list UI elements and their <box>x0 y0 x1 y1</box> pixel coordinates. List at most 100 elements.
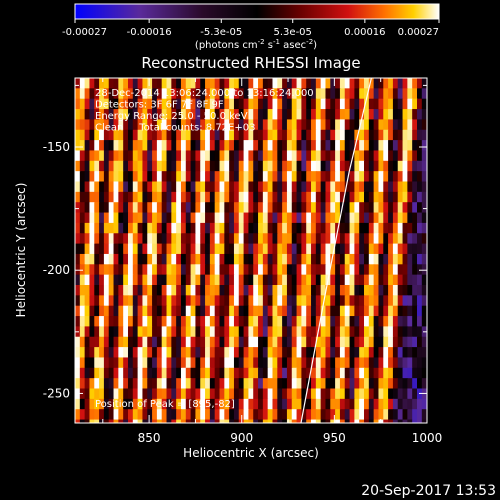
heatmap-cell <box>195 274 201 286</box>
heatmap-cell <box>258 367 264 379</box>
heatmap-cell <box>75 378 81 390</box>
heatmap-cell <box>311 253 317 265</box>
heatmap-cell <box>311 140 317 152</box>
heatmap-cell <box>137 233 144 245</box>
heatmap-cell <box>306 326 312 338</box>
heatmap-cell <box>229 398 235 410</box>
heatmap-cell <box>205 409 211 421</box>
heatmap-cell <box>373 409 380 421</box>
heatmap-cell <box>392 326 399 338</box>
heatmap-cell <box>190 274 197 286</box>
heatmap-cell <box>412 212 418 224</box>
heatmap-cell <box>224 419 230 423</box>
heatmap-cell <box>291 202 298 214</box>
heatmap-cell <box>335 171 341 183</box>
heatmap-cell <box>118 160 124 172</box>
heatmap-cell <box>272 326 278 338</box>
heatmap-cell <box>368 243 375 255</box>
heatmap-cell <box>233 398 240 410</box>
heatmap-cell <box>335 129 341 141</box>
heatmap-cell <box>142 150 148 162</box>
heatmap-cell <box>291 98 298 110</box>
heatmap-cell <box>277 222 283 234</box>
heatmap-cell <box>180 191 187 203</box>
heatmap-cell <box>368 253 375 265</box>
heatmap-cell <box>417 78 423 89</box>
heatmap-cell <box>412 378 418 390</box>
heatmap-cell <box>195 129 201 141</box>
heatmap-cell <box>344 98 351 110</box>
heatmap-cell <box>368 150 375 162</box>
heatmap-cell <box>214 305 221 317</box>
heatmap-cell <box>142 388 148 400</box>
heatmap-cell <box>325 98 331 110</box>
heatmap-cell <box>286 326 293 338</box>
heatmap-cell <box>190 88 197 100</box>
heatmap-cell <box>349 78 355 89</box>
heatmap-cell <box>123 409 129 421</box>
heatmap-cell <box>171 264 177 276</box>
heatmap-cell <box>89 336 95 348</box>
colorbar-tick-label: -0.00027 <box>62 27 107 38</box>
heatmap-cell <box>359 285 365 296</box>
heatmap-cell <box>84 285 91 296</box>
heatmap-cell <box>335 233 341 245</box>
heatmap-cell <box>113 388 119 400</box>
heatmap-cell <box>190 119 197 131</box>
heatmap-cell <box>286 295 293 307</box>
heatmap-cell <box>75 388 81 400</box>
heatmap-cell <box>233 419 240 423</box>
heatmap-cell <box>185 316 192 327</box>
heatmap-cell <box>368 347 375 359</box>
heatmap-cell <box>301 295 307 307</box>
heatmap-cell <box>339 181 346 193</box>
heatmap-cell <box>118 109 124 120</box>
heatmap-cell <box>156 326 163 338</box>
heatmap-cell <box>108 191 115 203</box>
heatmap-cell <box>262 419 269 423</box>
heatmap-cell <box>325 378 331 390</box>
heatmap-cell <box>108 202 115 214</box>
heatmap-cell <box>296 347 302 359</box>
heatmap-cell <box>339 357 346 369</box>
heatmap-cell <box>205 78 211 89</box>
heatmap-cell <box>253 419 259 423</box>
heatmap-cell <box>127 367 134 379</box>
heatmap-cell <box>156 285 163 296</box>
heatmap-cell <box>99 171 105 183</box>
heatmap-cell <box>132 347 139 359</box>
heatmap-cell <box>205 305 211 317</box>
heatmap-cell <box>407 222 413 234</box>
heatmap-cell <box>339 295 346 307</box>
heatmap-cell <box>421 419 427 423</box>
heatmap-cell <box>75 129 81 141</box>
heatmap-cell <box>373 243 380 255</box>
heatmap-cell <box>142 98 148 110</box>
heatmap-cell <box>383 98 389 110</box>
heatmap-cell <box>243 150 250 162</box>
heatmap-cell <box>89 295 95 307</box>
heatmap-cell <box>335 305 341 317</box>
heatmap-cell <box>79 253 86 265</box>
heatmap-cell <box>229 326 235 338</box>
heatmap-cell <box>233 88 240 100</box>
heatmap-cell <box>267 160 274 172</box>
heatmap-cell <box>123 98 129 110</box>
heatmap-cell <box>311 78 317 89</box>
heatmap-cell <box>152 388 158 400</box>
heatmap-cell <box>344 367 351 379</box>
heatmap-cell <box>243 388 250 400</box>
heatmap-cell <box>137 388 144 400</box>
heatmap-cell <box>108 98 115 110</box>
heatmap-cell <box>296 129 302 141</box>
heatmap-cell <box>282 191 288 203</box>
heatmap-cell <box>171 140 177 152</box>
heatmap-cell <box>282 98 288 110</box>
heatmap-cell <box>118 419 124 423</box>
heatmap-cell <box>344 347 351 359</box>
heatmap-cell <box>417 336 423 348</box>
heatmap-cell <box>229 222 235 234</box>
heatmap-cell <box>166 305 172 317</box>
heatmap-cell <box>402 202 408 214</box>
heatmap-cell <box>156 129 163 141</box>
